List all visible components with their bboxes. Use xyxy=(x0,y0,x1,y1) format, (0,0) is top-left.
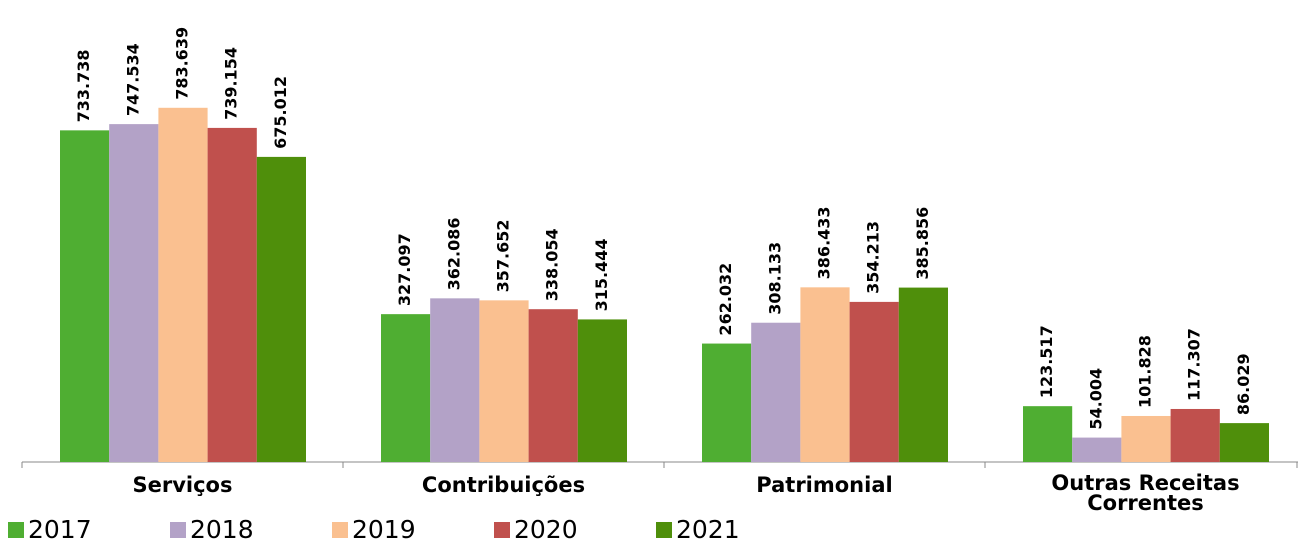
bar xyxy=(60,130,110,463)
legend-swatch xyxy=(656,522,672,538)
value-label: 739.154 xyxy=(222,47,241,120)
value-label: 338.054 xyxy=(543,228,562,301)
bar xyxy=(1072,437,1122,462)
x-tick-label: Contribuições xyxy=(422,473,585,497)
value-label: 362.086 xyxy=(444,217,463,290)
bar xyxy=(1170,408,1220,462)
legend-swatch xyxy=(8,522,24,538)
x-tick-label: Patrimonial xyxy=(756,473,892,497)
value-label: 357.652 xyxy=(494,219,513,292)
value-label: 386.433 xyxy=(815,206,834,279)
bar xyxy=(1219,423,1269,462)
legend-swatch xyxy=(332,522,348,538)
bar xyxy=(800,287,850,462)
legend-swatch xyxy=(170,522,186,538)
value-label: 747.534 xyxy=(123,43,142,116)
bar xyxy=(898,287,948,462)
value-label: 385.856 xyxy=(913,207,932,280)
value-label: 675.012 xyxy=(271,76,290,149)
bar xyxy=(1023,406,1073,462)
value-label: 86.029 xyxy=(1234,353,1253,415)
bar xyxy=(381,314,431,462)
x-tick-label: Serviços xyxy=(133,473,233,497)
value-label: 308.133 xyxy=(765,242,784,315)
bar xyxy=(109,124,159,463)
bar xyxy=(1121,415,1171,462)
bar xyxy=(158,107,208,463)
value-label: 123.517 xyxy=(1037,325,1056,398)
value-label: 354.213 xyxy=(864,221,883,294)
legend-label: 2020 xyxy=(514,515,578,544)
bar xyxy=(528,309,578,462)
value-label: 327.097 xyxy=(395,233,414,306)
legend-swatch xyxy=(494,522,510,538)
legend-label: 2021 xyxy=(676,515,740,544)
value-label: 733.738 xyxy=(74,49,93,122)
legend-label: 2017 xyxy=(28,515,92,544)
legend-label: 2018 xyxy=(190,515,254,544)
bar xyxy=(849,301,899,462)
legend-label: 2019 xyxy=(352,515,416,544)
bar xyxy=(207,127,257,462)
bar xyxy=(430,298,480,462)
value-label: 262.032 xyxy=(716,263,735,336)
bar xyxy=(256,156,306,462)
value-label: 54.004 xyxy=(1086,368,1105,430)
value-label: 315.444 xyxy=(592,239,611,312)
bar xyxy=(479,300,529,462)
x-tick-label: Outras Receitas Correntes xyxy=(1051,471,1239,515)
value-label: 783.639 xyxy=(173,27,192,100)
bar xyxy=(577,319,627,462)
value-label: 101.828 xyxy=(1136,335,1155,408)
bar xyxy=(751,322,801,462)
value-label: 117.307 xyxy=(1185,328,1204,401)
bar xyxy=(702,343,752,462)
